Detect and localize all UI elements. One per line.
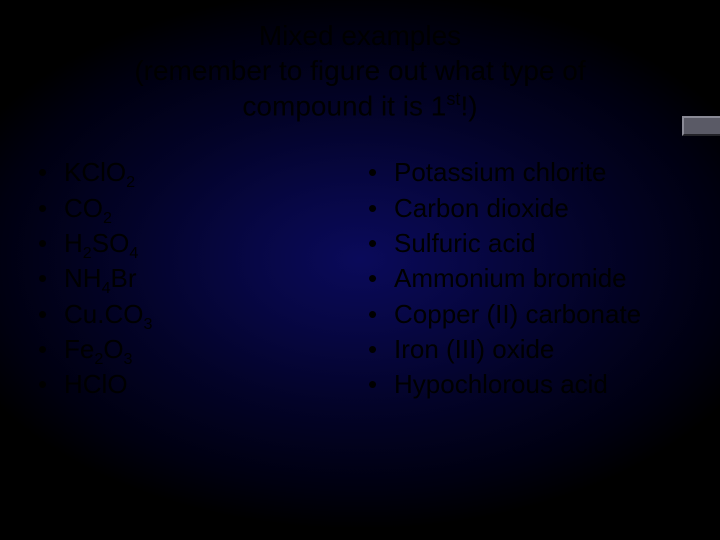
title-line-2: (remember to figure out what type of (134, 55, 585, 86)
list-item: •Carbon dioxide (368, 191, 720, 226)
names-list: •Potassium chlorite•Carbon dioxide•Sulfu… (368, 155, 720, 403)
bullet-icon: • (38, 261, 64, 296)
list-item: •Hypochlorous acid (368, 367, 720, 402)
formulas-list: •KClO2•CO2•H2SO4•NH4Br•Cu.CO3•Fe2O3•HClO (38, 155, 368, 403)
list-item: •H2SO4 (38, 226, 368, 261)
list-item: •Ammonium bromide (368, 261, 720, 296)
list-item: •Sulfuric acid (368, 226, 720, 261)
title-line-1: Mixed examples (259, 20, 461, 51)
slide-title: Mixed examples (remember to figure out w… (0, 0, 720, 123)
formula-text: H2SO4 (64, 226, 368, 261)
title-line-3-post: !) (460, 90, 477, 121)
formula-text: HClO (64, 367, 368, 402)
bullet-icon: • (38, 226, 64, 261)
bullet-icon: • (368, 155, 394, 190)
bullet-icon: • (38, 332, 64, 367)
formulas-column: •KClO2•CO2•H2SO4•NH4Br•Cu.CO3•Fe2O3•HClO (38, 155, 368, 403)
bullet-icon: • (38, 297, 64, 332)
name-text: Hypochlorous acid (394, 367, 720, 402)
name-text: Copper (II) carbonate (394, 297, 720, 332)
bullet-icon: • (38, 191, 64, 226)
bullet-icon: • (368, 297, 394, 332)
name-text: Iron (III) oxide (394, 332, 720, 367)
corner-stub (682, 116, 720, 136)
list-item: •Fe2O3 (38, 332, 368, 367)
list-item: •Iron (III) oxide (368, 332, 720, 367)
list-item: •HClO (38, 367, 368, 402)
bullet-icon: • (38, 155, 64, 190)
bullet-icon: • (368, 226, 394, 261)
list-item: •Copper (II) carbonate (368, 297, 720, 332)
formula-text: CO2 (64, 191, 368, 226)
bullet-icon: • (368, 367, 394, 402)
title-line-3-pre: compound it is 1 (242, 90, 446, 121)
names-column: •Potassium chlorite•Carbon dioxide•Sulfu… (368, 155, 720, 403)
list-item: •Potassium chlorite (368, 155, 720, 190)
formula-text: Fe2O3 (64, 332, 368, 367)
name-text: Potassium chlorite (394, 155, 720, 190)
list-item: •CO2 (38, 191, 368, 226)
bullet-icon: • (38, 367, 64, 402)
bullet-icon: • (368, 332, 394, 367)
formula-text: NH4Br (64, 261, 368, 296)
bullet-icon: • (368, 191, 394, 226)
formula-text: KClO2 (64, 155, 368, 190)
title-superscript: st (446, 89, 460, 109)
list-item: •NH4Br (38, 261, 368, 296)
list-item: •KClO2 (38, 155, 368, 190)
name-text: Carbon dioxide (394, 191, 720, 226)
name-text: Ammonium bromide (394, 261, 720, 296)
list-item: •Cu.CO3 (38, 297, 368, 332)
name-text: Sulfuric acid (394, 226, 720, 261)
bullet-icon: • (368, 261, 394, 296)
content-columns: •KClO2•CO2•H2SO4•NH4Br•Cu.CO3•Fe2O3•HClO… (0, 155, 720, 403)
formula-text: Cu.CO3 (64, 297, 368, 332)
